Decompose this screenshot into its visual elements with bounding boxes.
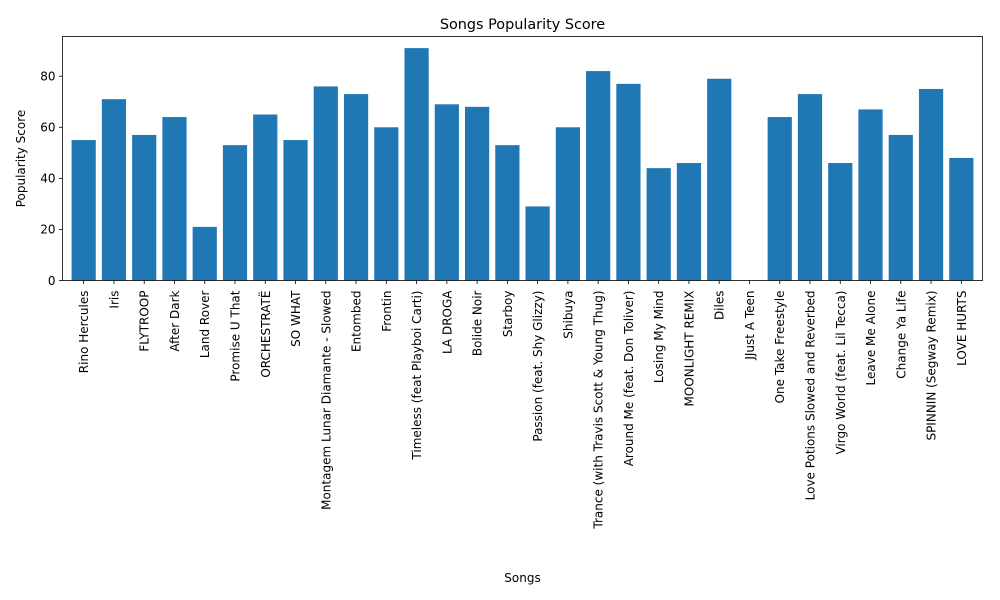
y-tick-label: 20: [40, 223, 55, 237]
bar: [828, 163, 853, 281]
bar: [162, 117, 187, 281]
y-axis: 0 20 40 60 80: [40, 70, 63, 288]
x-tick-label: Change Ya Life: [894, 291, 908, 379]
bar: [767, 117, 792, 281]
x-tick-label: Starboy: [501, 291, 515, 338]
x-tick-label: LA DROGA: [440, 290, 454, 354]
x-tick-label: Bolide Noir: [471, 290, 485, 356]
bar: [797, 94, 823, 281]
bar: [404, 48, 429, 281]
x-tick-label: Around Me (feat. Don Toliver): [622, 291, 636, 467]
x-tick-label: Trance (with Travis Scott & Young Thug): [592, 291, 606, 530]
x-tick-label: One Take Freestyle: [773, 291, 787, 404]
x-tick-label: After Dark: [168, 290, 182, 351]
x-tick-label: Timeless (feat Playboi Carti): [410, 291, 424, 461]
bar: [646, 168, 671, 281]
y-tick-label: 80: [40, 70, 55, 84]
bar: [101, 99, 127, 281]
x-tick-label: SPINNIN (Segway Remix): [925, 291, 939, 441]
bar: [616, 83, 641, 281]
x-tick-label: Passion (feat. Shy Glizzy): [531, 291, 545, 442]
x-tick-label: LOVE HURTS: [955, 291, 969, 366]
bar: [434, 104, 459, 281]
bar: [71, 140, 96, 281]
bar: [707, 78, 732, 281]
x-tick-label: Diles: [713, 291, 727, 321]
bar: [676, 163, 702, 281]
bars-group: [71, 48, 974, 281]
x-tick-label: SO WHAT: [289, 290, 303, 347]
bar: [858, 109, 883, 281]
x-tick-label: Shibuya: [561, 291, 575, 339]
x-tick-label: Iris: [107, 291, 121, 309]
bar: [283, 140, 308, 281]
x-tick-label: Love Potions Slowed and Reverbed: [804, 291, 818, 501]
bar: [918, 88, 944, 281]
chart-title: Songs Popularity Score: [440, 17, 605, 33]
bar: [949, 157, 974, 281]
bar: [495, 145, 520, 281]
x-tick-label: Promise U That: [229, 290, 243, 381]
y-tick-label: 40: [40, 172, 55, 186]
bar: [253, 114, 278, 281]
bar: [313, 86, 338, 281]
y-axis-label: Popularity Score: [14, 110, 28, 208]
bar: [192, 226, 217, 281]
y-tick-label: 0: [48, 274, 56, 288]
bar: [555, 127, 580, 281]
x-tick-label: MOONLIGHT REMIX: [682, 291, 696, 407]
x-tick-label: FLYTROOP: [138, 291, 152, 352]
bar: [343, 94, 369, 281]
plot-frame: [62, 36, 983, 281]
bar: [465, 106, 490, 281]
x-tick-label: Losing My Mind: [652, 291, 666, 384]
x-tick-label: Land Rover: [198, 290, 212, 358]
bar: [888, 134, 913, 281]
bar: [132, 134, 157, 281]
x-axis-label: Songs: [504, 571, 540, 585]
bar: [222, 145, 248, 281]
x-tick-label: Frontin: [380, 291, 394, 332]
x-tick-label: ORCHESTRATË: [258, 291, 273, 378]
x-tick-label: Leave Me Alone: [864, 291, 878, 386]
bar: [586, 71, 611, 281]
bar: [525, 206, 550, 281]
x-tick-label: Entombed: [350, 291, 364, 353]
x-axis: Rino Hercules Iris FLYTROOP After Dark Land …: [77, 280, 969, 530]
x-tick-label: Rino Hercules: [77, 291, 91, 374]
bar: [374, 127, 399, 281]
x-tick-label: Virgo World (feat. Lil Tecca): [834, 291, 848, 455]
x-tick-label: JJust A Teen: [743, 291, 757, 361]
x-tick-label: Montagem Lunar Diamante - Slowed: [319, 290, 333, 509]
y-tick-label: 60: [40, 121, 55, 135]
